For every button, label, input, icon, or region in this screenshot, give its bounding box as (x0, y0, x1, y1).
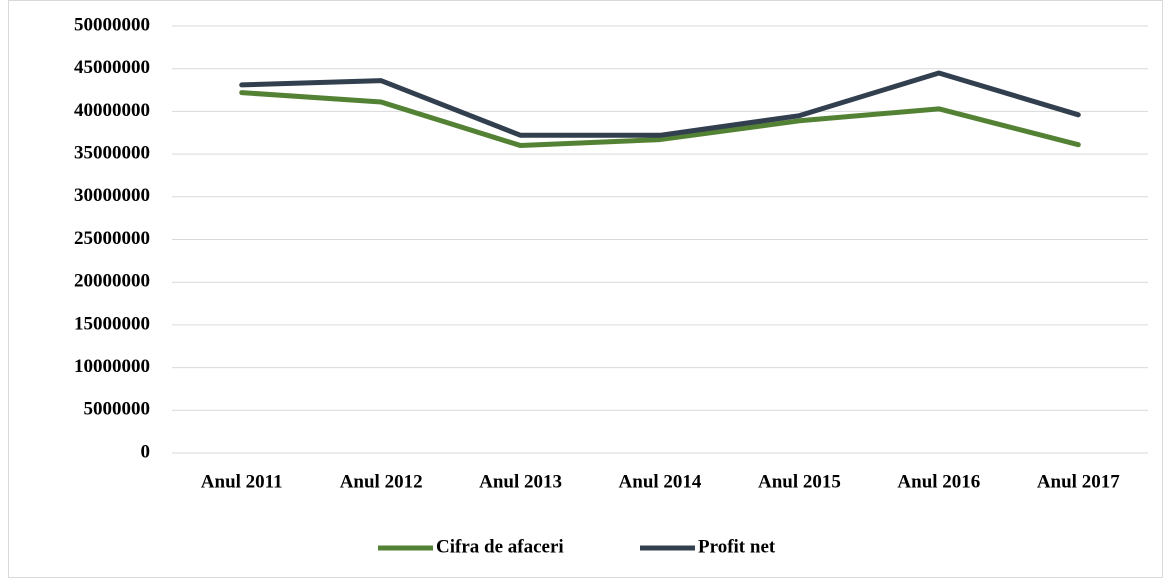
y-tick-label: 0 (141, 441, 151, 462)
y-tick-label: 10000000 (74, 356, 150, 377)
y-tick-label: 15000000 (74, 313, 150, 334)
x-tick-label: Anul 2013 (479, 471, 562, 492)
y-tick-label: 40000000 (74, 100, 150, 121)
y-tick-label: 50000000 (74, 14, 150, 35)
x-tick-label: Anul 2015 (758, 471, 841, 492)
legend-label: Cifra de afaceri (436, 536, 564, 557)
x-tick-label: Anul 2014 (619, 471, 702, 492)
y-tick-label: 5000000 (84, 399, 151, 420)
line-series (239, 90, 1081, 149)
line-series (239, 70, 1081, 138)
y-tick-label: 20000000 (74, 271, 150, 292)
x-tick-label: Anul 2012 (340, 471, 423, 492)
y-tick-label: 35000000 (74, 142, 150, 163)
x-tick-label: Anul 2011 (201, 471, 283, 492)
legend-label: Profit net (698, 536, 776, 557)
x-tick-label: Anul 2016 (897, 471, 980, 492)
y-tick-label: 45000000 (74, 57, 150, 78)
x-tick-label: Anul 2017 (1037, 471, 1120, 492)
y-tick-label: 30000000 (74, 185, 150, 206)
y-tick-label: 25000000 (74, 228, 150, 249)
chart-frame (8, 0, 1163, 578)
